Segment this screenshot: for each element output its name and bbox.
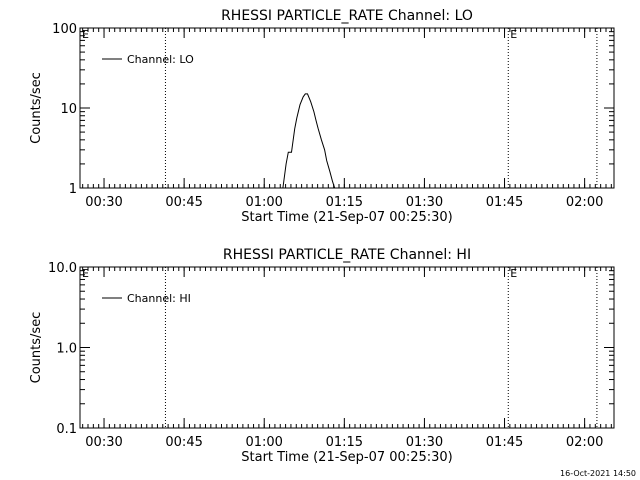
chart-panel-1: RHESSI PARTICLE_RATE Channel: LO 1 10 100 Co… — [29, 8, 615, 225]
x-tick-label: 01:30 — [406, 435, 443, 450]
event-marker-label: E — [510, 28, 517, 41]
legend-label: Channel: LO — [127, 53, 194, 66]
x-tick-label: 00:30 — [85, 435, 122, 450]
x-tick-label: 01:15 — [326, 195, 363, 210]
y-tick-label: 100 — [52, 22, 77, 37]
x-tick-label: 01:30 — [406, 195, 443, 210]
plot-frame — [79, 27, 615, 189]
y-tick-label: 1.0 — [56, 342, 77, 357]
y-axis-label: Counts/sec — [29, 72, 44, 144]
x-tick-label: 01:00 — [245, 195, 282, 210]
series-line — [282, 93, 336, 188]
chart-panel-2: RHESSI PARTICLE_RATE Channel: HI 0.1 1.0 10… — [29, 247, 615, 465]
legend-label: Channel: HI — [127, 292, 191, 305]
event-marker-label: E — [510, 267, 517, 280]
x-tick-label: 01:45 — [486, 195, 523, 210]
corner-marker-label: E — [82, 267, 89, 280]
x-tick-label: 01:45 — [486, 435, 523, 450]
y-tick-label: 10 — [60, 102, 77, 117]
y-tick-label: 0.1 — [56, 422, 77, 437]
x-axis-label: Start Time (21-Sep-07 00:25:30) — [241, 450, 452, 465]
chart-title: RHESSI PARTICLE_RATE Channel: HI — [223, 247, 471, 263]
x-tick-label: 02:00 — [566, 435, 603, 450]
x-tick-label: 02:00 — [566, 195, 603, 210]
x-tick-label: 00:45 — [165, 435, 202, 450]
footer-timestamp: 16-Oct-2021 14:50 — [560, 469, 636, 478]
x-tick-label: 01:15 — [326, 435, 363, 450]
x-tick-label: 01:00 — [245, 435, 282, 450]
y-axis-label: Counts/sec — [29, 312, 44, 384]
chart-title: RHESSI PARTICLE_RATE Channel: LO — [221, 8, 473, 24]
y-tick-label: 10.0 — [48, 261, 77, 276]
x-axis-label: Start Time (21-Sep-07 00:25:30) — [241, 210, 452, 225]
corner-marker-label: E — [82, 28, 89, 41]
x-tick-label: 00:45 — [165, 195, 202, 210]
y-tick-label: 1 — [69, 182, 77, 197]
x-tick-label: 00:30 — [85, 195, 122, 210]
